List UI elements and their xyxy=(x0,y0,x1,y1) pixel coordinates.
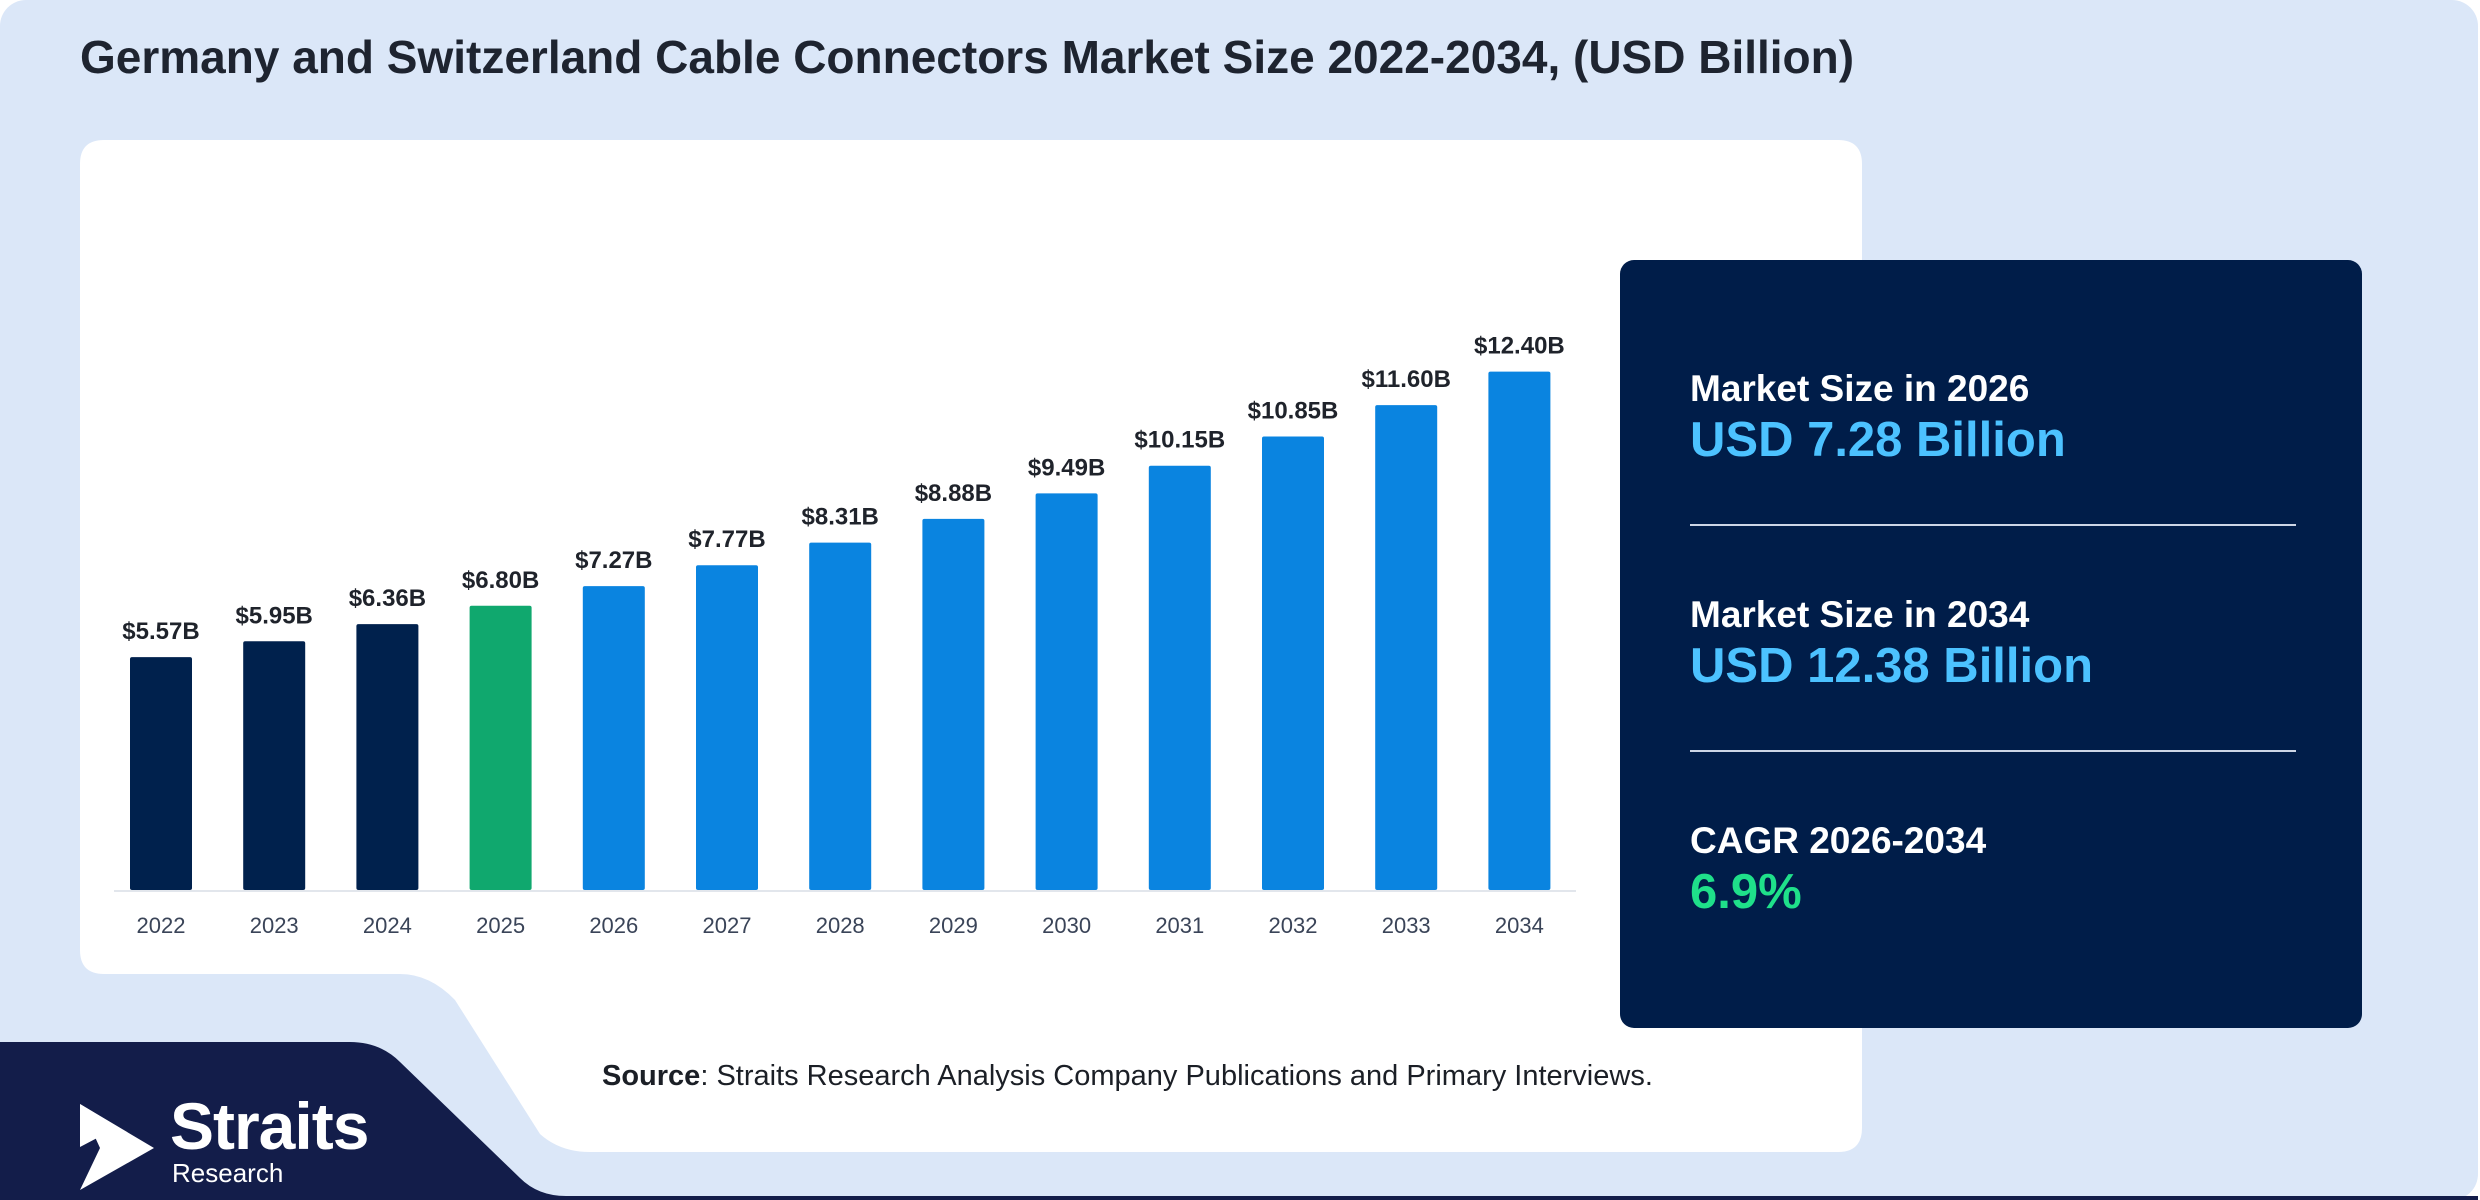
source-label: Source xyxy=(602,1060,701,1092)
bar-2023 xyxy=(243,641,306,890)
source-text: : Straits Research Analysis Company Publ… xyxy=(700,1060,1653,1092)
x-tick-labels-layer: 2022 2023 2024 2025 2026 2027 2028 2029 2030 2031… xyxy=(137,913,1544,938)
data-labels-layer: $5.57B $5.95B $6.36B $6.80B $7.27B $7.77B $8.3… xyxy=(122,333,1564,645)
source-note: Source: Straits Research Analysis Compan… xyxy=(602,1060,1802,1093)
stat-label-cagr: CAGR 2026-2034 xyxy=(1690,820,1987,861)
data-label-2028: $8.31B xyxy=(802,504,879,531)
data-label-2025: $6.80B xyxy=(462,567,539,594)
data-label-2023: $5.95B xyxy=(236,602,313,629)
data-label-2030: $9.49B xyxy=(1028,454,1105,481)
data-label-2029: $8.88B xyxy=(915,480,992,507)
bar-2029 xyxy=(922,518,985,890)
stat-label-2034: Market Size in 2034 xyxy=(1690,594,2030,635)
x-tick-label-2026: 2026 xyxy=(589,913,638,938)
bar-2027 xyxy=(696,565,758,890)
x-tick-label-2023: 2023 xyxy=(250,913,299,938)
bar-2031 xyxy=(1148,465,1211,890)
x-tick-label-2028: 2028 xyxy=(816,913,865,938)
logo-band xyxy=(0,1042,2478,1200)
logo-subtext: Research xyxy=(172,1158,284,1188)
x-tick-label-2030: 2030 xyxy=(1042,913,1091,938)
data-label-2033: $11.60B xyxy=(1361,366,1450,393)
bar-2025 xyxy=(469,605,532,890)
stat-label-2026: Market Size in 2026 xyxy=(1690,368,2030,409)
x-tick-label-2033: 2033 xyxy=(1382,913,1431,938)
page-title: Germany and Switzerland Cable Connectors… xyxy=(80,31,1855,83)
x-tick-label-2025: 2025 xyxy=(476,913,525,938)
stat-divider xyxy=(1690,750,2296,752)
logo-wordmark: Straits xyxy=(170,1089,369,1163)
data-label-2022: $5.57B xyxy=(122,618,199,645)
stat-divider xyxy=(1690,524,2296,526)
stat-value-2026: USD 7.28 Billion xyxy=(1690,413,2066,467)
stats-card: Market Size in 2026 USD 7.28 Billion Mar… xyxy=(1620,260,2362,1028)
bar-2022 xyxy=(130,657,192,890)
x-tick-label-2029: 2029 xyxy=(929,913,978,938)
data-label-2034: $12.40B xyxy=(1474,333,1565,360)
data-label-2027: $7.77B xyxy=(688,526,765,553)
bar-2032 xyxy=(1262,436,1324,890)
stat-value-2034: USD 12.38 Billion xyxy=(1690,639,2094,693)
stat-value-cagr: 6.9% xyxy=(1690,865,1802,919)
bars-layer xyxy=(130,371,1551,890)
x-tick-label-2032: 2032 xyxy=(1269,913,1318,938)
data-label-2031: $10.15B xyxy=(1134,427,1225,454)
x-tick-label-2022: 2022 xyxy=(137,913,186,938)
bar-2030 xyxy=(1035,493,1098,890)
bar-2026 xyxy=(582,586,645,890)
data-label-2026: $7.27B xyxy=(575,547,652,574)
data-label-2032: $10.85B xyxy=(1248,397,1339,424)
bar-2033 xyxy=(1375,405,1438,890)
bar-2028 xyxy=(809,542,872,890)
x-tick-label-2031: 2031 xyxy=(1155,913,1204,938)
x-tick-label-2027: 2027 xyxy=(703,913,752,938)
straits-logo: Straits Research xyxy=(78,1089,398,1190)
data-label-2024: $6.36B xyxy=(349,585,426,612)
arrow-logo-icon xyxy=(80,1104,154,1190)
x-tick-label-2034: 2034 xyxy=(1495,913,1544,938)
bar-2034 xyxy=(1488,371,1551,890)
x-tick-label-2024: 2024 xyxy=(363,913,412,938)
bar-2024 xyxy=(356,624,419,890)
